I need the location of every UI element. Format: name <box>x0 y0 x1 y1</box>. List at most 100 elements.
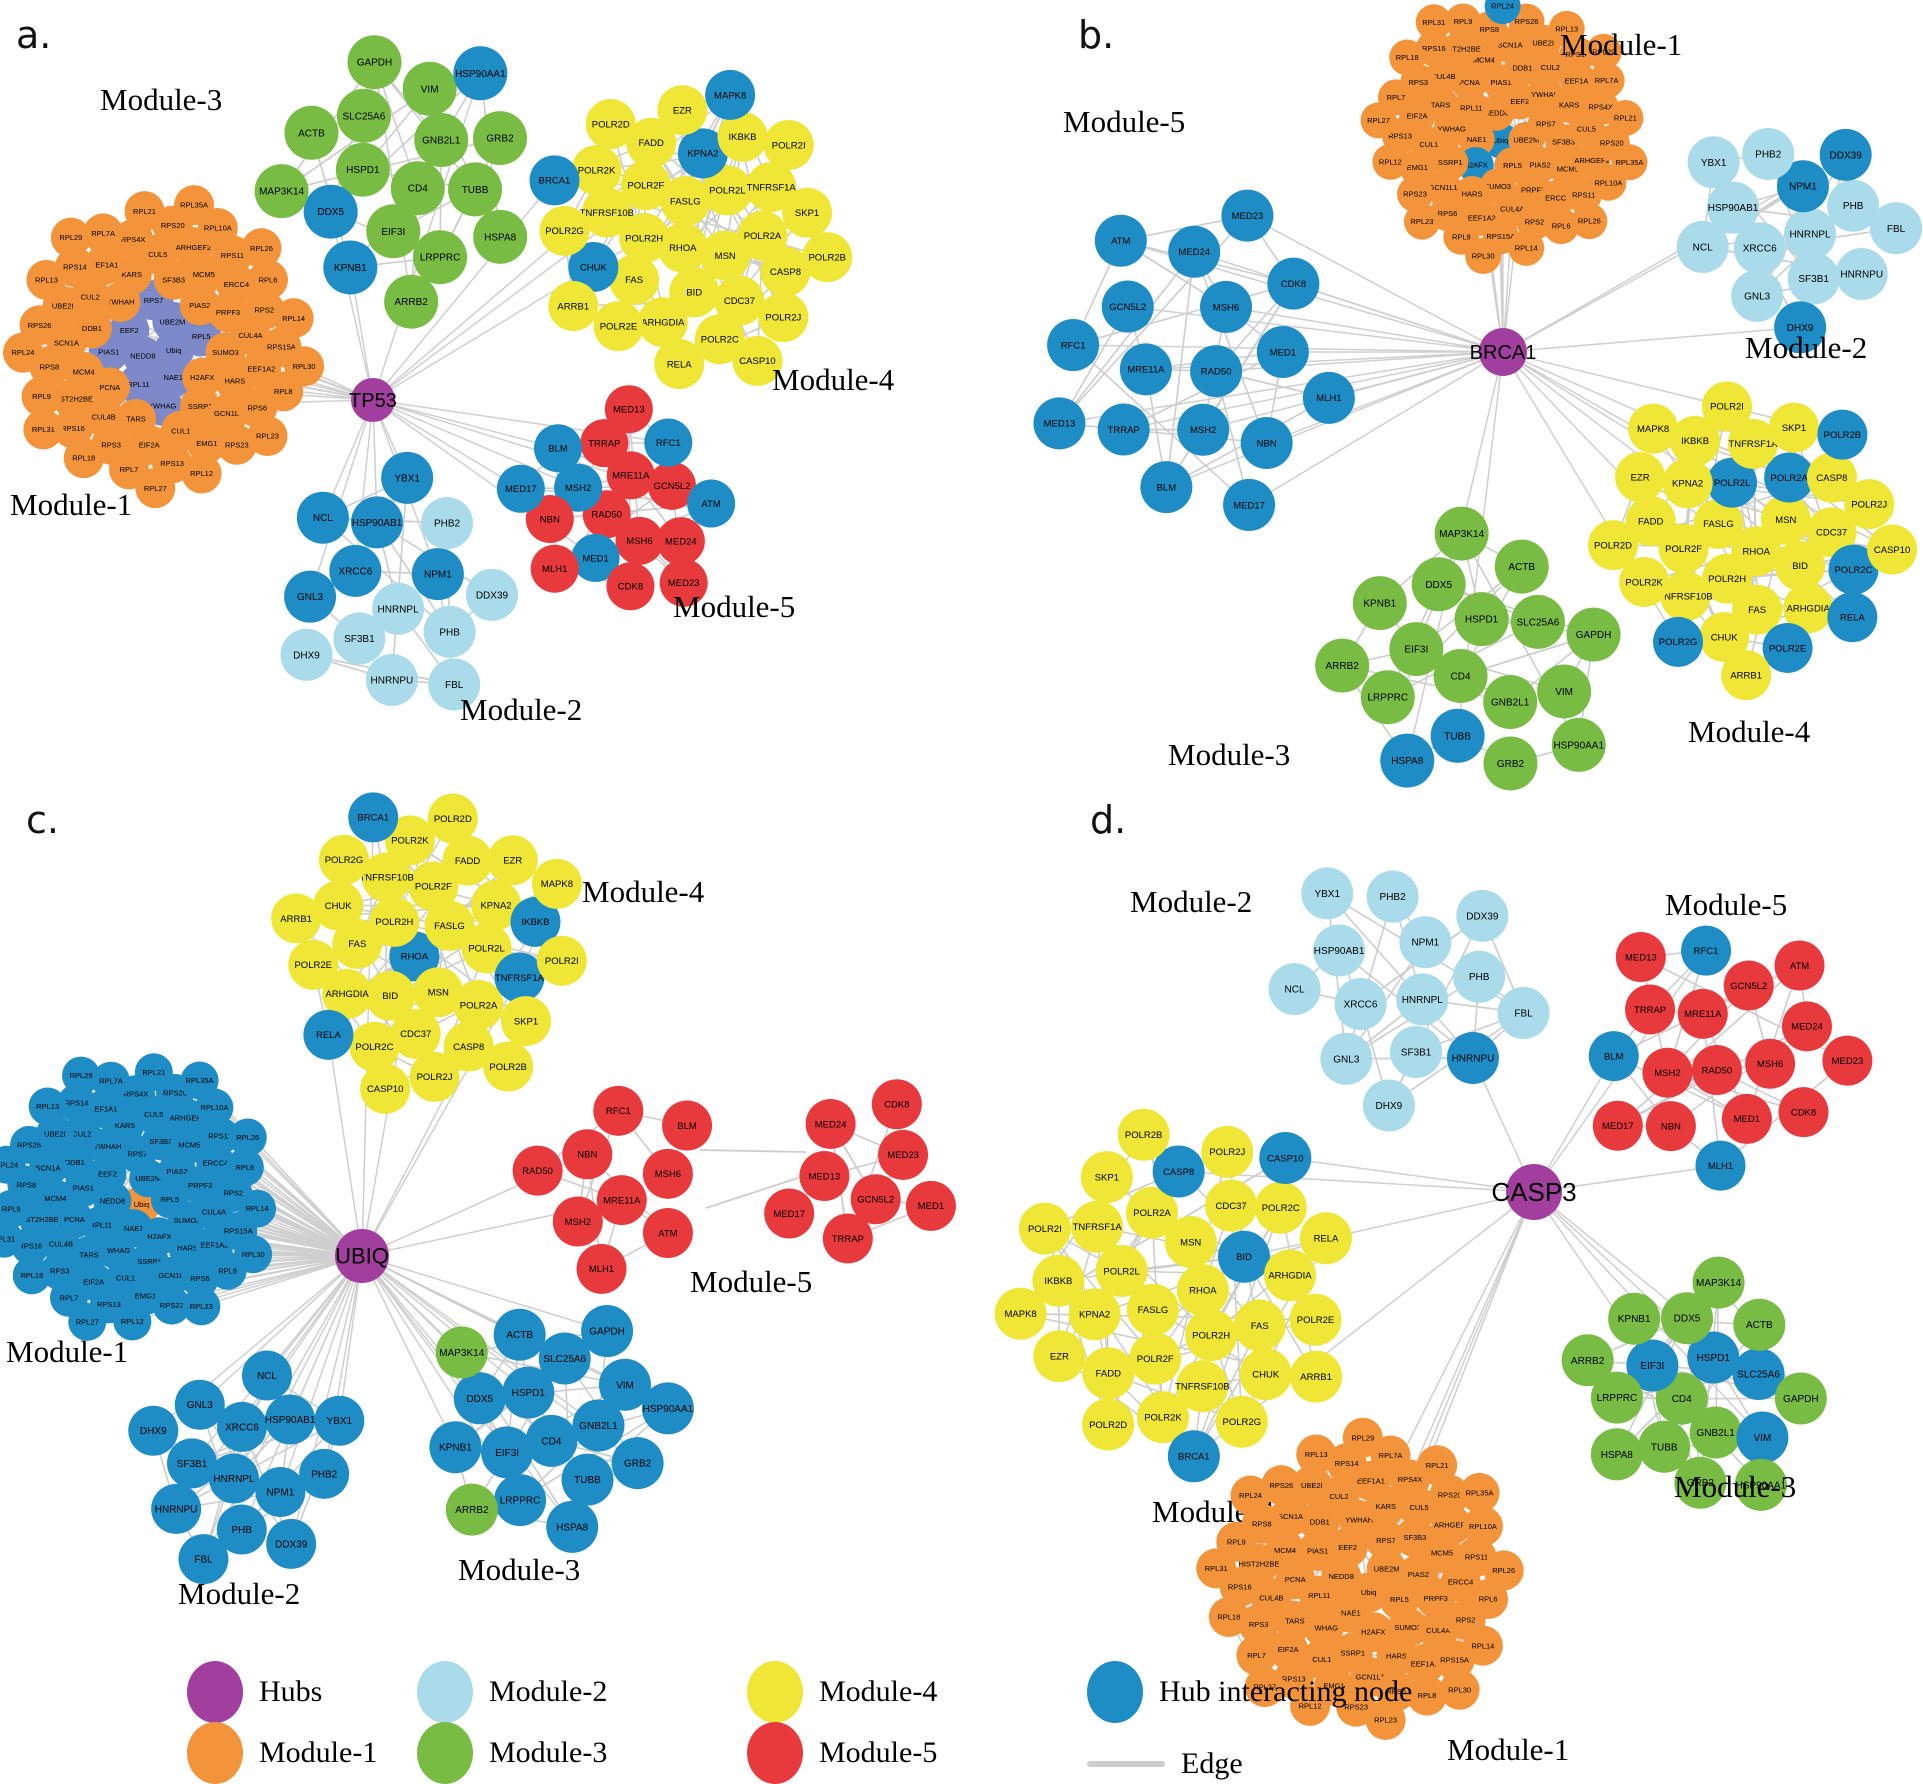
node-label-RPS15A: RPS15A <box>1440 1656 1469 1665</box>
node-label-RPL30: RPL30 <box>1472 252 1495 261</box>
node-label-TUBB: TUBB <box>1444 731 1471 742</box>
node-label-MCM5: MCM5 <box>1431 1548 1453 1557</box>
node-label-SKP1: SKP1 <box>1095 1172 1119 1183</box>
node-label-POLR2B: POLR2B <box>489 1062 527 1073</box>
node-label-RPS16: RPS16 <box>61 424 85 433</box>
node-label-PIAS1: PIAS1 <box>1307 1547 1328 1556</box>
node-label-GNB2L1: GNB2L1 <box>579 1421 618 1432</box>
node-label-CASP8: CASP8 <box>770 267 801 278</box>
node-label-RPS7: RPS7 <box>1536 119 1556 128</box>
node-label-SLC25A6: SLC25A6 <box>1737 1370 1780 1381</box>
node-label-YBX1: YBX1 <box>1314 889 1340 900</box>
node-label-MED1: MED1 <box>1270 347 1296 358</box>
node-label-MAP3K14: MAP3K14 <box>259 187 304 198</box>
node-label-VIM: VIM <box>1555 687 1573 698</box>
node-label-RPL18: RPL18 <box>1217 1613 1240 1622</box>
node-label-HSP90AA1: HSP90AA1 <box>1553 740 1604 751</box>
node-label-EEF1A2: EEF1A2 <box>247 365 275 374</box>
node-label-RPS15A: RPS15A <box>267 343 296 352</box>
node-label-POLR2I: POLR2I <box>772 140 806 151</box>
node-label-CUL2: CUL2 <box>81 293 100 302</box>
node-label-DDX5: DDX5 <box>317 207 344 218</box>
node-label-RPL7A: RPL7A <box>1595 76 1619 85</box>
node-label-RPL24: RPL24 <box>0 1160 18 1169</box>
node-label-EEF1A1: EEF1A1 <box>1565 76 1593 85</box>
node-label-RPS8: RPS8 <box>17 1180 37 1189</box>
node-label-RPL12: RPL12 <box>121 1317 144 1326</box>
node-label-CASP10: CASP10 <box>739 356 775 367</box>
node-label-RAD50: RAD50 <box>1702 1065 1733 1076</box>
node-label-PRPF3: PRPF3 <box>188 1181 212 1190</box>
node-label-RPL8: RPL8 <box>1452 232 1471 241</box>
node-label-MED24: MED24 <box>665 536 697 547</box>
node-label-RPS23: RPS23 <box>1403 190 1427 199</box>
node-label-UBE2M: UBE2M <box>135 1174 161 1183</box>
node-label-RPL14: RPL14 <box>1515 244 1538 253</box>
node-label-POLR2J: POLR2J <box>417 1072 453 1083</box>
node-label-GNL3: GNL3 <box>297 592 324 603</box>
node-label-DDX5: DDX5 <box>466 1394 493 1405</box>
node-label-TUBB: TUBB <box>1651 1442 1678 1453</box>
node-label-RPL5: RPL5 <box>1503 161 1522 170</box>
node-label-HSPA8: HSPA8 <box>484 232 516 243</box>
node-label-NAE1: NAE1 <box>1341 1609 1361 1618</box>
node-label-SUMO3: SUMO3 <box>212 348 239 357</box>
node-label-EMG1: EMG1 <box>135 1292 156 1301</box>
node-label-HNRNPL: HNRNPL <box>1789 230 1831 241</box>
node-label-MSH6: MSH6 <box>1757 1059 1783 1070</box>
node-label-POLR2H: POLR2H <box>375 917 413 928</box>
node-label-HSP90AB1: HSP90AB1 <box>352 518 403 529</box>
node-label-GCN5L2: GCN5L2 <box>1730 981 1767 992</box>
hub-label-CASP3: CASP3 <box>1491 1177 1576 1207</box>
node-label-RAD50: RAD50 <box>522 1166 553 1177</box>
node-layer: HNRNPLXRCC6NPM1SF3B1HSP90AB1PHBGNL3PHB2H… <box>995 867 1873 1767</box>
node-label-NAE1: NAE1 <box>163 373 183 382</box>
node-label-RPL29: RPL29 <box>1351 1433 1374 1442</box>
hub-edge <box>1128 307 1503 352</box>
node-label-RPL21: RPL21 <box>1614 114 1637 123</box>
node-label-RPL8: RPL8 <box>1418 1691 1437 1700</box>
module-label: Module-3 <box>1168 737 1290 772</box>
node-label-POLR2A: POLR2A <box>460 1000 498 1011</box>
node-label-EEF2: EEF2 <box>98 1170 117 1179</box>
node-label-NCL: NCL <box>1285 985 1305 996</box>
node-label-TNFRSF1A: TNFRSF1A <box>1728 439 1778 450</box>
node-label-CDC37: CDC37 <box>724 296 755 307</box>
node-label-KPNA2: KPNA2 <box>687 149 718 160</box>
node-label-ATM: ATM <box>701 499 720 510</box>
node-label-RPL24: RPL24 <box>1491 2 1514 11</box>
node-label-RPS26: RPS26 <box>28 321 52 330</box>
node-label-RPL7A: RPL7A <box>99 1076 123 1085</box>
node-label-RFC1: RFC1 <box>656 438 681 449</box>
node-label-RPL7: RPL7 <box>1247 1651 1266 1660</box>
node-label-YWHAH: YWHAH <box>106 298 134 307</box>
node-label-PHB2: PHB2 <box>1380 892 1407 903</box>
node-label-RPL27: RPL27 <box>1367 116 1390 125</box>
node-label-RPS14: RPS14 <box>63 263 87 272</box>
node-label-RPS4X: RPS4X <box>1398 1475 1423 1484</box>
node-label-MLH1: MLH1 <box>589 1264 614 1275</box>
node-label-SCN1A: SCN1A <box>54 339 79 348</box>
node-label-MAP3K14: MAP3K14 <box>439 1348 484 1359</box>
module-label: Module-1 <box>1560 27 1682 62</box>
node-label-HIST2H2BE: HIST2H2BE <box>1239 1559 1280 1568</box>
node-label-NAE1: NAE1 <box>124 1224 144 1233</box>
node-label-POLR2J: POLR2J <box>1851 499 1887 510</box>
node-label-SF3B3: SF3B3 <box>149 1137 172 1146</box>
node-label-MSH2: MSH2 <box>1654 1068 1680 1079</box>
node-label-PIAS2: PIAS2 <box>1529 160 1550 169</box>
node-label-RPL5: RPL5 <box>160 1195 179 1204</box>
node-label-RPL8: RPL8 <box>274 387 293 396</box>
node-label-EZR: EZR <box>673 105 692 116</box>
node-label-RPL23: RPL23 <box>1411 217 1434 226</box>
node-label-NCL: NCL <box>1693 242 1713 253</box>
node-label-RPL11: RPL11 <box>1460 104 1482 113</box>
node-label-GNL3: GNL3 <box>187 1400 214 1411</box>
node-label-CDK8: CDK8 <box>1281 279 1306 290</box>
node-label-NBN: NBN <box>1257 438 1277 449</box>
node-label-GAPDH: GAPDH <box>1783 1394 1819 1405</box>
node-label-KARS: KARS <box>122 270 142 279</box>
node-label-MCM5: MCM5 <box>193 270 215 279</box>
node-label-BLM: BLM <box>1604 1051 1624 1062</box>
node-label-ERCC4: ERCC4 <box>1448 1578 1473 1587</box>
